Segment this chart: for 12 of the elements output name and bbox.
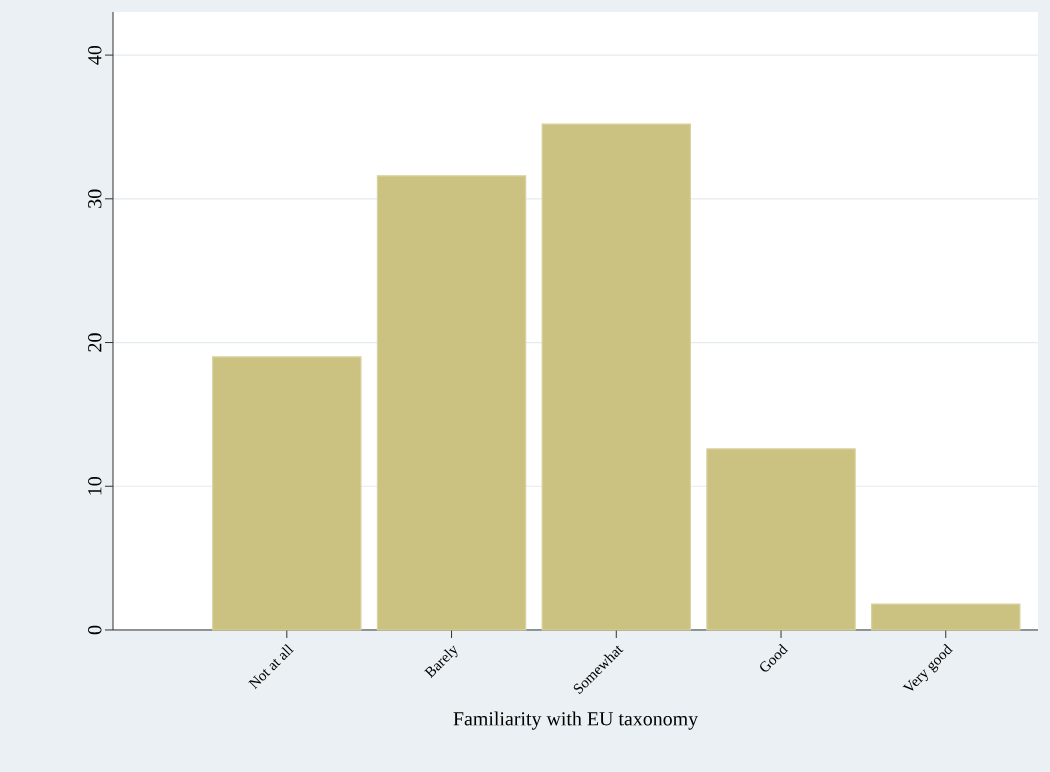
y-tick-label: 20: [88, 333, 102, 352]
bar: [706, 448, 856, 631]
x-tick-label: Not at all: [248, 644, 294, 690]
y-tick-label: 30: [88, 189, 102, 208]
y-tick-label: 0: [88, 625, 102, 635]
x-axis-title: Familiarity with EU taxonomy: [453, 711, 699, 730]
bar: [871, 603, 1021, 631]
bar: [212, 356, 362, 631]
y-tick-label: 40: [88, 45, 102, 65]
bar: [541, 123, 692, 631]
y-tick-label: 10: [88, 477, 102, 495]
bar: [376, 175, 527, 631]
